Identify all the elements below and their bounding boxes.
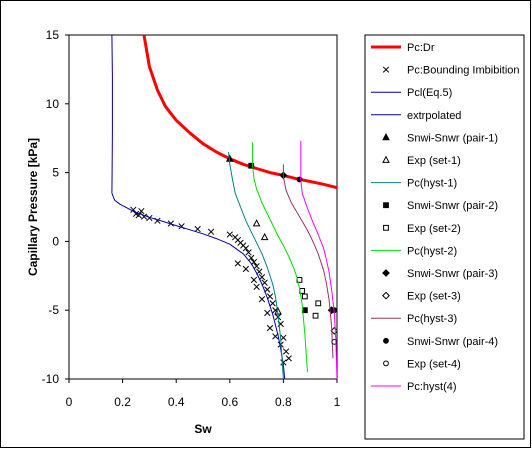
legend-label-snwi-snwr-pair-1: Snwi-Snwr (pair-1) <box>407 132 498 144</box>
y-tick-label: 0 <box>52 234 59 248</box>
x-axis-title: Sw <box>194 422 212 436</box>
data-point-pc-bounding-imbibition <box>242 245 250 252</box>
data-point-snwi-snwr-pair-2 <box>248 162 255 169</box>
data-point-pc-bounding-imbibition <box>258 296 266 303</box>
legend-label-pcl-eq-5: Pcl(Eq.5) <box>407 87 452 99</box>
legend-label-exp-set-2: Exp (set-2) <box>407 223 461 235</box>
data-point-exp-set-2 <box>315 300 322 307</box>
data-point-pc-bounding-imbibition <box>261 279 268 286</box>
x-tick-label: 0.8 <box>275 395 292 409</box>
legend-swatch-pc-bounding-imbibition <box>382 66 390 73</box>
y-tick-label: 5 <box>52 166 59 180</box>
legend-label-snwi-snwr-pair-3: Snwi-Snwr (pair-3) <box>407 268 498 280</box>
y-tick-label: 10 <box>46 97 60 111</box>
legend-label-snwi-snwr-pair-4: Snwi-Snwr (pair-4) <box>407 336 498 348</box>
legend-swatch-snwi-snwr-pair-1 <box>382 133 390 141</box>
y-tick-label: 15 <box>46 28 60 42</box>
x-tick-label: 0.6 <box>221 395 238 409</box>
series-line-pc-hyst-3 <box>282 164 334 359</box>
legend-label-pc-dr: Pc:Dr <box>407 42 435 54</box>
legend-swatch-snwi-snwr-pair-3 <box>382 269 390 277</box>
legend-label-snwi-snwr-pair-2: Snwi-Snwr (pair-2) <box>407 200 498 212</box>
data-point-exp-set-1 <box>252 219 261 227</box>
series-line-pc-hyst-1 <box>228 151 284 379</box>
x-axis: 0 0.2 0.4 0.6 0.8 1 <box>66 379 341 409</box>
data-point-pc-bounding-imbibition <box>253 263 260 270</box>
data-point-pc-bounding-imbibition <box>272 333 279 340</box>
x-tick-label: 0.2 <box>114 395 131 409</box>
series-line-pcl-eq-5 <box>111 193 286 379</box>
legend-label-exp-set-1: Exp (set-1) <box>407 155 461 167</box>
data-point-pc-bounding-imbibition <box>226 231 233 238</box>
plot-marks <box>111 35 337 379</box>
legend: Pc:Dr Pc:Bounding Imbibition Pcl(Eq.5) extr… <box>371 42 520 393</box>
legend-swatch-exp-set-3 <box>382 291 390 300</box>
data-point-pc-bounding-imbibition <box>245 249 252 256</box>
legend-label-exp-set-3: Exp (set-3) <box>407 291 461 303</box>
data-point-pc-bounding-imbibition <box>207 228 215 235</box>
data-point-pc-bounding-imbibition <box>248 254 255 262</box>
y-tick-label: -10 <box>42 372 60 386</box>
legend-swatch-exp-set-1 <box>382 155 390 163</box>
data-point-pc-bounding-imbibition <box>242 265 250 273</box>
series-line-extrpolated <box>111 35 113 194</box>
y-tick-label: -5 <box>48 303 59 317</box>
legend-label-pc-hyst-2: Pc(hyst-2) <box>407 245 457 257</box>
data-point-exp-set-2 <box>301 293 308 300</box>
data-point-pc-bounding-imbibition <box>135 212 142 219</box>
data-point-exp-set-1 <box>260 232 269 241</box>
x-tick-label: 0.4 <box>168 395 185 409</box>
x-tick-label: 0 <box>66 395 73 409</box>
legend-swatch-exp-set-4 <box>383 360 389 367</box>
data-point-pc-bounding-imbibition <box>234 260 241 267</box>
legend-swatch-snwi-snwr-pair-2 <box>383 202 389 209</box>
legend-label-pc-hyst-4: Pc:hyst(4) <box>407 381 457 393</box>
series-line-pc-hyst-2 <box>252 142 308 373</box>
data-point-pc-bounding-imbibition <box>138 207 145 215</box>
series-line-pc-hyst-4 <box>300 141 337 379</box>
data-point-pc-bounding-imbibition <box>282 348 290 355</box>
plot-area <box>68 34 338 380</box>
data-point-pc-bounding-imbibition <box>264 286 271 293</box>
legend-label-exp-set-4: Exp (set-4) <box>407 358 461 370</box>
data-point-pc-bounding-imbibition <box>266 293 274 300</box>
data-point-pc-bounding-imbibition <box>280 334 287 341</box>
legend-label-extrpolated: extrpolated <box>407 110 461 122</box>
y-axis: 15 10 5 0 -5 -10 <box>42 28 69 386</box>
x-tick-label: 1 <box>334 395 341 409</box>
legend-label-pc-hyst-1: Pc(hyst-1) <box>407 178 457 190</box>
legend-label-pc-hyst-3: Pc(hyst-3) <box>407 313 457 325</box>
legend-label-pc-bounding-imbibition: Pc:Bounding Imbibition <box>407 65 520 77</box>
series-group <box>111 35 337 379</box>
legend-swatch-exp-set-2 <box>383 224 389 231</box>
data-point-pc-bounding-imbibition <box>266 324 274 332</box>
legend-box <box>364 34 525 440</box>
data-point-pc-bounding-imbibition <box>285 355 292 362</box>
legend-swatch-snwi-snwr-pair-4 <box>383 337 389 344</box>
data-point-pc-bounding-imbibition <box>250 276 258 284</box>
data-point-pc-bounding-imbibition <box>253 283 260 290</box>
data-point-pc-bounding-imbibition <box>264 309 271 317</box>
data-point-pc-bounding-imbibition <box>269 300 276 307</box>
data-point-exp-set-2 <box>312 312 319 319</box>
data-point-pc-bounding-imbibition <box>194 225 201 233</box>
y-axis-title: Capillary Pressure [kPa] <box>26 138 40 276</box>
